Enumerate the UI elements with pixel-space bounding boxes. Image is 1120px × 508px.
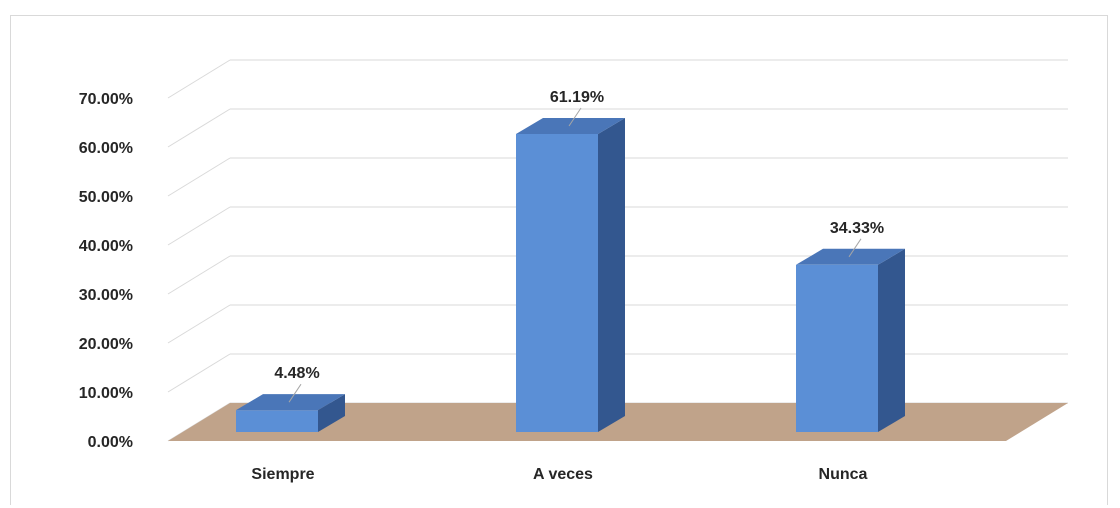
y-axis-ticks: 0.00% 10.00% 20.00% 30.00% 40.00% 50.00% 60.00… [79,91,133,451]
y-tick-label: 0.00% [88,434,133,451]
gridline-depth [167,59,231,99]
bar-side [598,118,625,432]
bar-side [318,394,345,432]
gridline-depth [167,353,231,393]
y-tick-label: 10.00% [79,385,133,402]
bar [236,410,318,432]
category-label: A veces [533,466,593,483]
x-axis-categories: Siempre A veces Nunca [251,466,867,483]
y-tick-label: 70.00% [79,91,133,108]
category-label: Siempre [251,466,314,483]
y-tick-label: 50.00% [79,189,133,206]
bar-top [236,394,345,411]
gridline-depth [167,255,231,295]
data-label: 4.48% [274,365,319,382]
gridline-depth [167,206,231,246]
bar-top [516,118,625,134]
data-label: 34.33% [830,220,884,237]
bar [796,264,878,432]
y-tick-label: 60.00% [79,140,133,157]
leader-line [848,238,862,258]
data-labels: 4.48% 61.19% 34.33% [274,89,884,403]
chart-frame [10,15,1108,505]
gridline-depth [167,108,231,148]
category-label: Nunca [819,466,868,483]
bar-top [796,248,905,265]
leader-line [288,383,302,403]
leader-line [568,107,582,127]
bar [516,134,598,432]
gridline-depth [167,304,231,344]
data-label: 61.19% [550,89,604,106]
y-tick-label: 30.00% [79,287,133,304]
y-tick-label: 40.00% [79,238,133,255]
bar-side [878,248,905,432]
y-tick-label: 20.00% [79,336,133,353]
bars [236,118,905,432]
gridline-depth [167,157,231,197]
